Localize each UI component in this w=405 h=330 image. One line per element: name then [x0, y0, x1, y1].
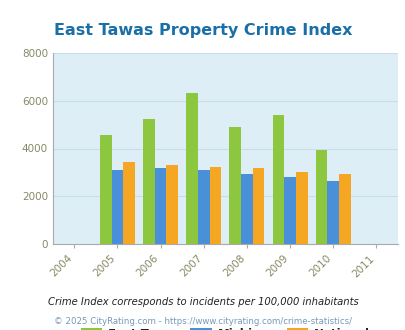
Bar — [154, 168, 166, 244]
Bar — [198, 170, 209, 244]
Bar — [338, 174, 350, 244]
Bar — [123, 162, 134, 244]
Bar — [326, 181, 338, 244]
Text: East Tawas Property Crime Index: East Tawas Property Crime Index — [53, 23, 352, 38]
Bar — [315, 150, 326, 244]
Text: Crime Index corresponds to incidents per 100,000 inhabitants: Crime Index corresponds to incidents per… — [47, 297, 358, 307]
Bar — [143, 118, 154, 244]
Legend: East Tawas, Michigan, National: East Tawas, Michigan, National — [76, 323, 374, 330]
Bar — [186, 93, 198, 244]
Text: © 2025 CityRating.com - https://www.cityrating.com/crime-statistics/: © 2025 CityRating.com - https://www.city… — [54, 317, 351, 326]
Bar — [229, 127, 241, 244]
Bar — [241, 174, 252, 244]
Bar — [284, 177, 295, 244]
Bar — [111, 170, 123, 244]
Bar — [272, 115, 283, 244]
Bar — [252, 168, 264, 244]
Bar — [166, 165, 178, 244]
Bar — [209, 167, 221, 244]
Bar — [100, 135, 111, 244]
Bar — [295, 172, 307, 244]
